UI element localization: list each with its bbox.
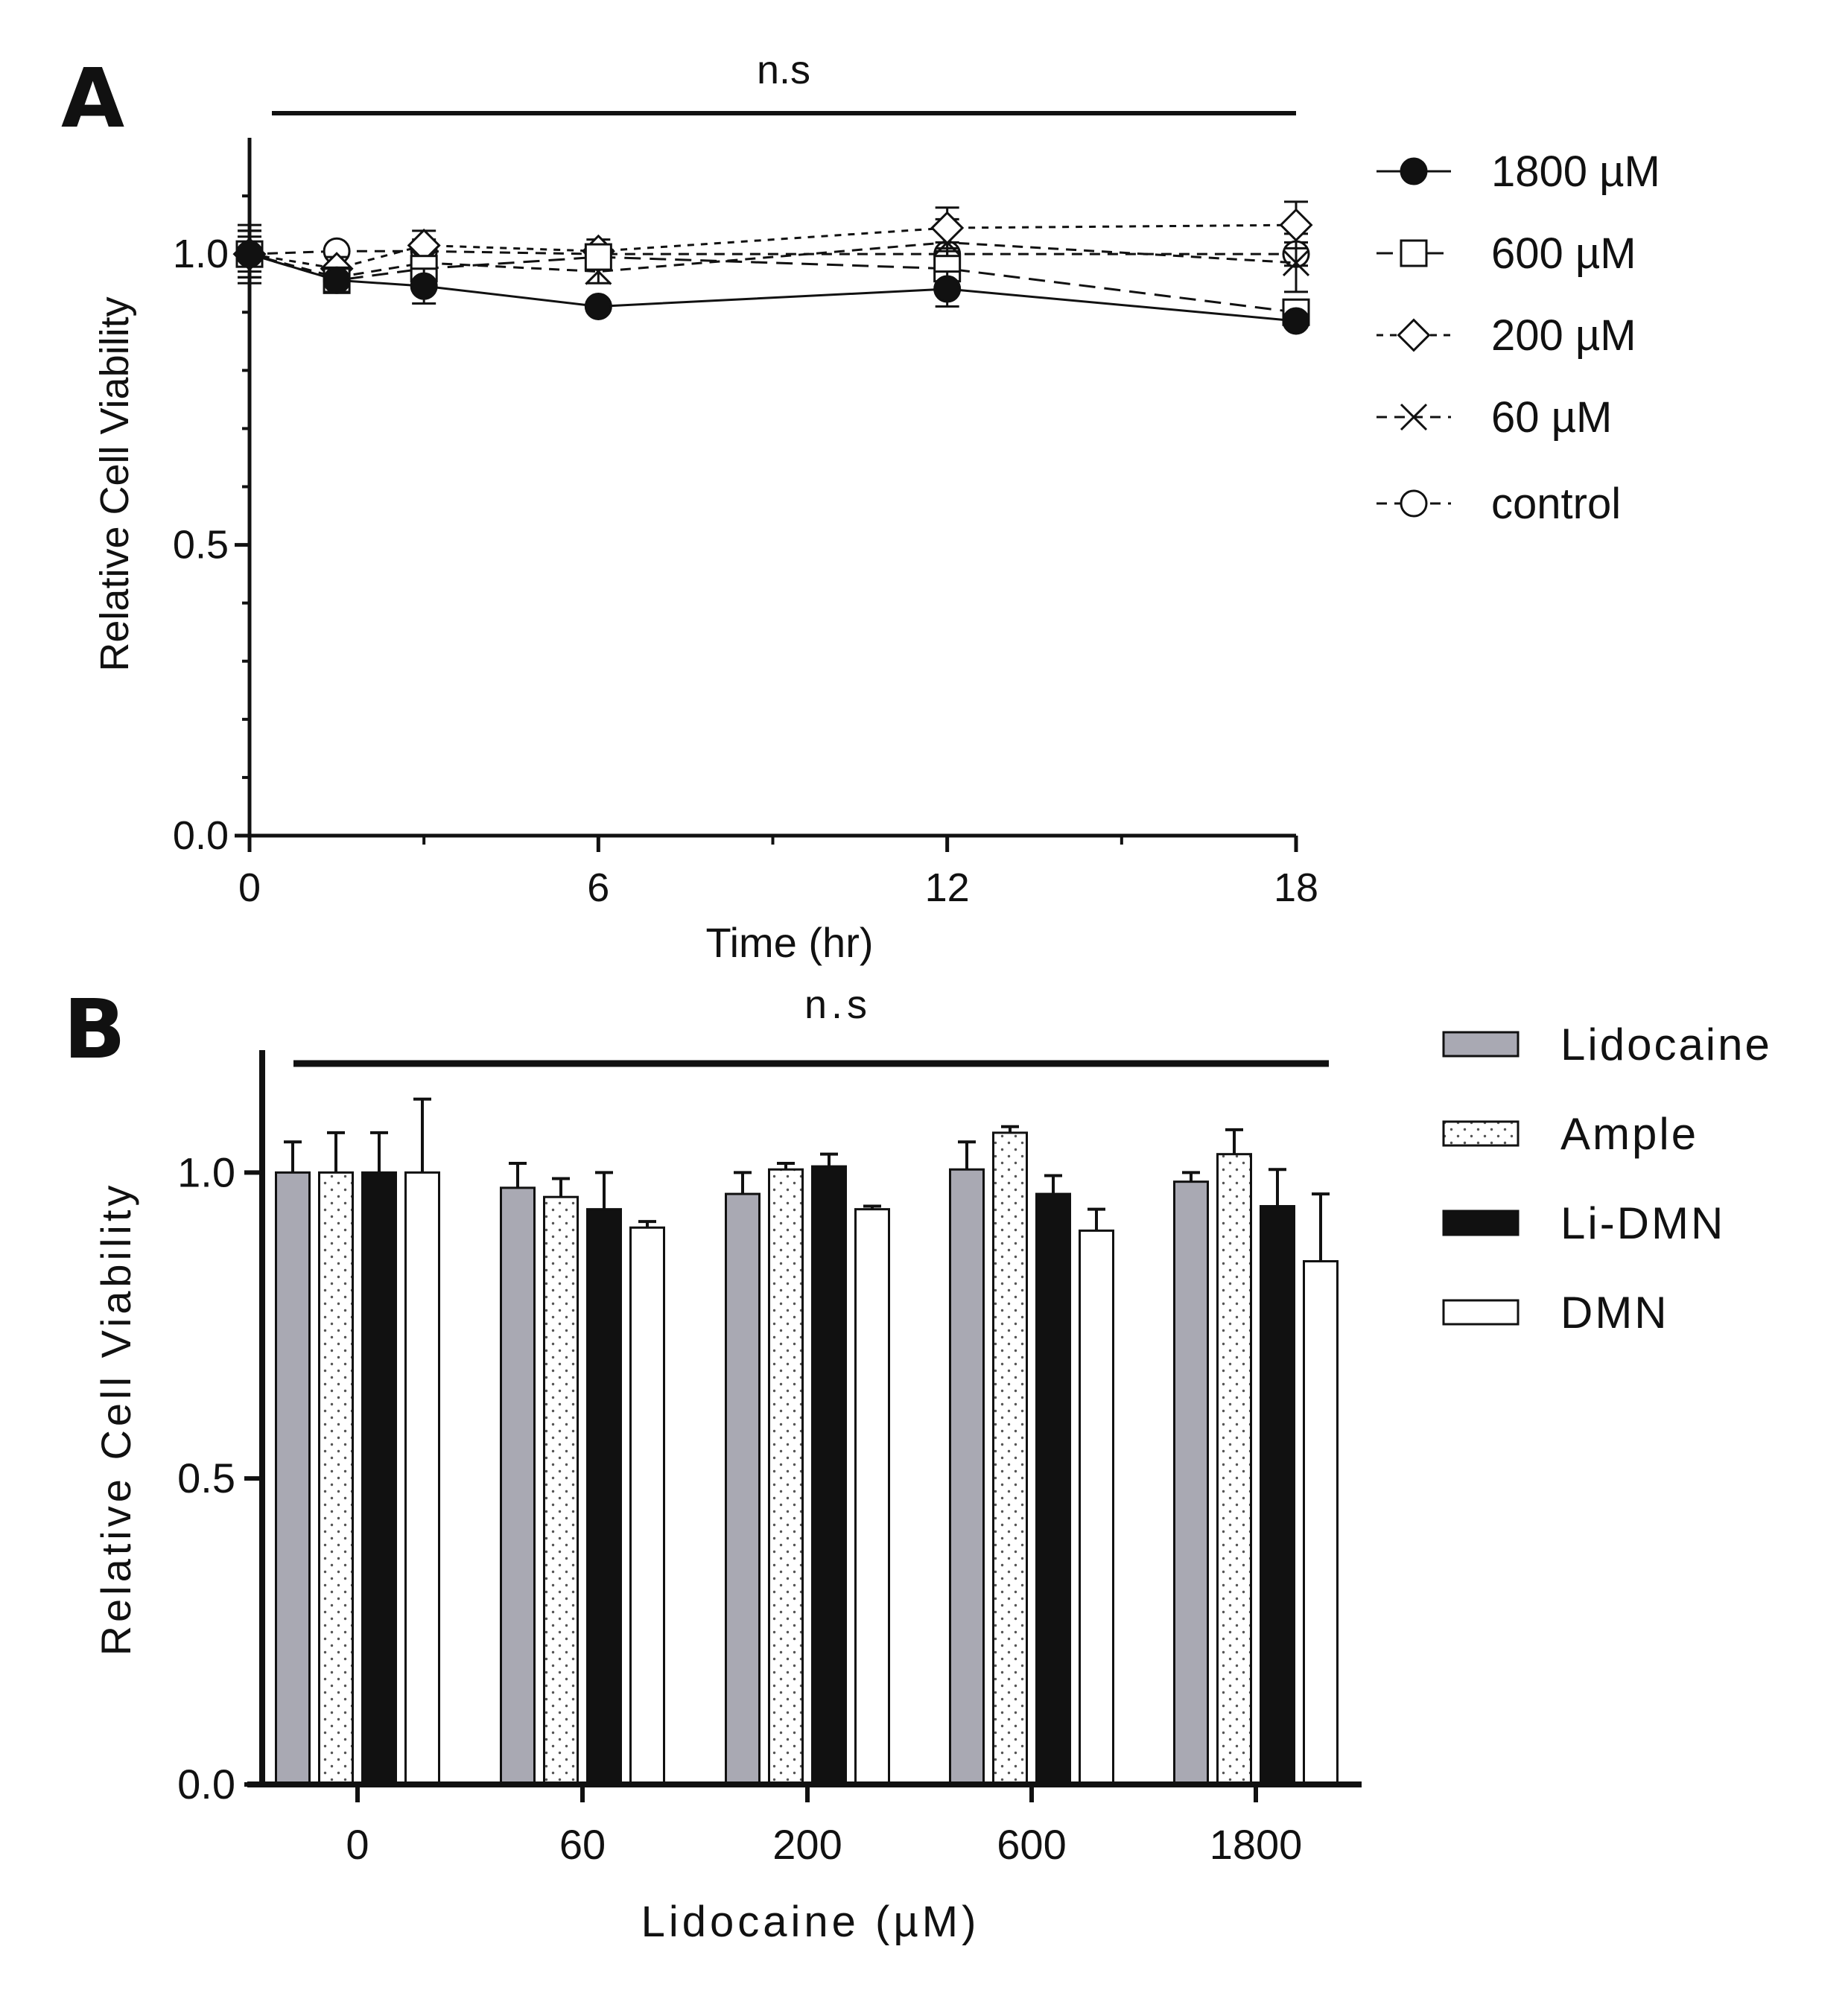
series-200m: [232, 200, 1313, 286]
series-60m: [235, 217, 1310, 293]
marker-filled-circle: [410, 272, 438, 300]
x-tick-label-b: 60: [559, 1821, 606, 1868]
marker-filled-circle: [584, 292, 612, 320]
legend-swatch: [1442, 1299, 1520, 1326]
bar-ample: [318, 1171, 354, 1786]
bar-lidocaine: [275, 1171, 311, 1786]
marker-diamond: [1397, 318, 1431, 352]
x-axis-label-b: Lidocaine (µM): [641, 1898, 980, 1946]
x-tick-label-a: 12: [925, 865, 970, 910]
x-tick-label-a: 6: [587, 865, 609, 910]
legend-swatch: [1442, 1120, 1520, 1147]
series-line: [249, 252, 1297, 314]
marker-filled-circle: [1400, 157, 1428, 185]
series-line: [249, 223, 1297, 270]
bar-group-600: [949, 1125, 1114, 1786]
bar-group-60: [500, 1162, 665, 1786]
bar-lidocaine: [500, 1186, 536, 1786]
series-600m: [235, 229, 1310, 326]
bar-dmn: [629, 1226, 665, 1786]
bar-lidocaine: [725, 1192, 761, 1786]
legend-label-a: control: [1491, 480, 1621, 528]
bar-li-dmn: [1035, 1192, 1071, 1786]
legend-item-b: Li-DMN: [1442, 1198, 1725, 1248]
y-tick-label-b: 1.0: [177, 1148, 235, 1195]
marker-filled-circle: [235, 240, 264, 268]
bar-li-dmn: [811, 1165, 847, 1786]
legend-item-a: 1800 µM: [1377, 147, 1660, 196]
legend-label-a: 1800 µM: [1491, 147, 1660, 196]
marker-filled-circle: [933, 275, 962, 303]
legend-label-a: 600 µM: [1491, 229, 1636, 278]
bar-li-dmn: [586, 1208, 622, 1786]
series-line: [249, 241, 1297, 279]
marker-square: [584, 243, 612, 271]
bar-lidocaine: [949, 1168, 985, 1786]
series-line: [249, 252, 1297, 322]
bar-li-dmn: [361, 1171, 397, 1786]
series-1800m: [235, 223, 1310, 335]
panel-b-letter: B: [63, 982, 126, 1077]
legend-item-b: Lidocaine: [1442, 1020, 1772, 1069]
y-tick-label-a: 0.0: [173, 813, 229, 858]
marker-filled-circle: [323, 266, 351, 294]
marker-diamond: [930, 211, 965, 245]
x-tick-label-a: 0: [238, 865, 261, 910]
y-tick-label-b: 0.5: [177, 1455, 235, 1501]
bar-li-dmn: [1260, 1205, 1295, 1786]
legend-label-b: Lidocaine: [1560, 1020, 1772, 1069]
bar-dmn: [1303, 1259, 1339, 1786]
legend-item-a: 600 µM: [1377, 229, 1636, 278]
marker-diamond: [1279, 208, 1313, 242]
bar-ample: [768, 1168, 804, 1786]
legend-swatch: [1442, 1210, 1520, 1236]
bar-lidocaine: [1173, 1180, 1209, 1786]
significance-label-b: n.s: [804, 982, 871, 1027]
bar-ample: [1216, 1153, 1252, 1786]
bar-group-200: [725, 1152, 890, 1786]
marker-filled-circle: [1282, 307, 1310, 335]
series-line: [249, 249, 1296, 255]
bar-group-1800: [1173, 1128, 1339, 1786]
bar-ample: [543, 1195, 579, 1786]
bar-dmn: [404, 1171, 440, 1786]
legend-item-a: control: [1377, 480, 1621, 528]
legend-label-b: Ample: [1560, 1109, 1698, 1159]
x-tick-label-b: 600: [997, 1821, 1066, 1868]
legend-item-a: 60 µM: [1377, 393, 1612, 442]
bar-dmn: [854, 1208, 890, 1786]
x-axis-label-a: Time (hr): [705, 919, 873, 966]
marker-cross: [1400, 403, 1428, 431]
legend-label-b: DMN: [1560, 1288, 1669, 1338]
y-tick-label-a: 0.5: [173, 523, 229, 568]
panel-a-letter: A: [61, 51, 124, 146]
y-axis-label-b: Relative Cell Viability: [92, 1182, 139, 1656]
y-axis-label-a: Relative Cell Viability: [92, 296, 137, 671]
x-tick-label-b: 200: [772, 1821, 842, 1868]
marker-square: [1400, 239, 1428, 267]
x-tick-label-a: 18: [1274, 865, 1318, 910]
y-tick-label-b: 0.0: [177, 1761, 235, 1808]
bar-ample: [992, 1131, 1028, 1786]
x-tick-label-b: 0: [346, 1821, 369, 1868]
legend-swatch: [1442, 1031, 1520, 1058]
bar-dmn: [1079, 1229, 1114, 1786]
marker-cross: [1282, 249, 1310, 276]
legend-item-b: Ample: [1442, 1109, 1698, 1159]
legend-label-a: 200 µM: [1491, 311, 1636, 360]
y-tick-label-a: 1.0: [173, 232, 229, 276]
legend-label-a: 60 µM: [1491, 393, 1612, 442]
x-tick-label-b: 1800: [1210, 1821, 1303, 1868]
significance-label-a: n.s: [757, 48, 810, 92]
legend-label-b: Li-DMN: [1560, 1198, 1725, 1248]
bar-group-0: [275, 1097, 440, 1786]
marker-open-circle: [1400, 489, 1428, 518]
legend-item-b: DMN: [1442, 1288, 1669, 1338]
legend-item-a: 200 µM: [1377, 311, 1636, 360]
